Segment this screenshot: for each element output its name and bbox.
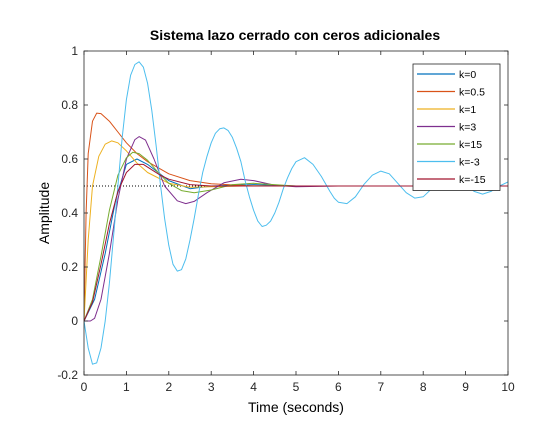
x-tick-label: 10 [501,380,515,394]
x-tick-label: 0 [81,380,88,394]
x-tick-label: 8 [420,380,427,394]
y-axis-label: Amplitude [36,182,52,244]
x-tick-label: 2 [165,380,172,394]
x-tick-label: 5 [293,380,300,394]
x-tick-label: 1 [123,380,130,394]
x-tick-label: 9 [462,380,469,394]
x-tick-label: 3 [208,380,215,394]
y-tick-label: 0 [71,314,78,328]
legend-label: k=15 [459,139,482,151]
legend-box [412,63,501,191]
chart-title: Sistema lazo cerrado con ceros adicional… [150,27,440,43]
y-tick-label: 0.2 [61,260,78,274]
x-axis-label: Time (seconds) [248,399,344,415]
series-line-k=-15 [84,163,508,322]
x-tick-label: 6 [335,380,342,394]
series-lines [84,61,508,365]
legend-label: k=0 [459,69,476,81]
legend: k=0 k=0.5 k=1 k=3 k=15 k=-3 k=-15 [412,63,501,191]
x-tick-label: 4 [250,380,257,394]
y-tick-label: 0.8 [61,98,78,112]
y-tick-label: 0.4 [61,206,78,220]
y-tick-label: -0.2 [57,368,78,382]
y-tick-label: 1 [71,44,78,58]
x-tick-label: 7 [377,380,384,394]
series-line-k=3 [84,136,508,322]
legend-label: k=1 [459,104,476,116]
y-tick-label: 0.6 [61,152,78,166]
legend-label: k=-3 [459,157,480,169]
legend-label: k=3 [459,122,476,134]
legend-label: k=0.5 [459,87,485,99]
legend-label: k=-15 [459,174,486,186]
